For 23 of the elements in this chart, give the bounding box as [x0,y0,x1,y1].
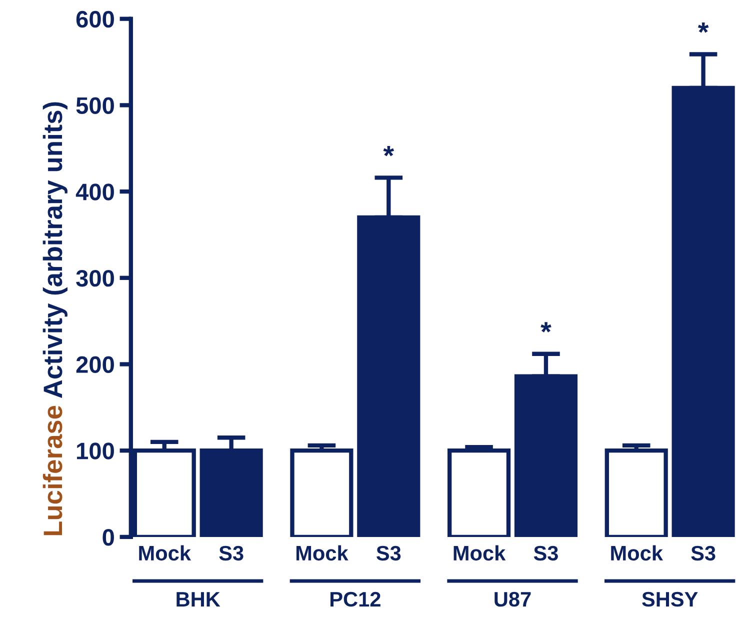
data-label: * [540,322,552,332]
y-tick-label: 600 [76,10,114,28]
x-tick-label: Mock [611,545,664,561]
x-tick-label: S3 [534,546,558,561]
text: BHK [176,592,220,606]
x-tick-label: Mock [139,545,192,561]
y-tick-label: 100 [77,442,114,460]
y-tick-label: 300 [76,270,114,287]
y-tick-label: 200 [76,356,114,374]
y-tick-label: 0 [102,529,114,546]
text: U87 [494,592,531,607]
y-axis-title: Luciferase Activity (arbitrary units) [42,102,68,536]
x-tick-label: S3 [219,546,244,561]
x-tick-label: Mock [454,545,506,561]
y-tick-label: 500 [76,97,114,114]
x-tick-label: Mock [296,545,348,561]
text: SHSY [642,592,698,607]
x-tick-label: S3 [691,546,716,561]
x-tick-label: S3 [376,546,401,561]
data-label: * [698,22,709,33]
y-tick-label: 400 [76,184,114,200]
text: PC12 [330,592,380,607]
data-label: * [383,146,394,156]
